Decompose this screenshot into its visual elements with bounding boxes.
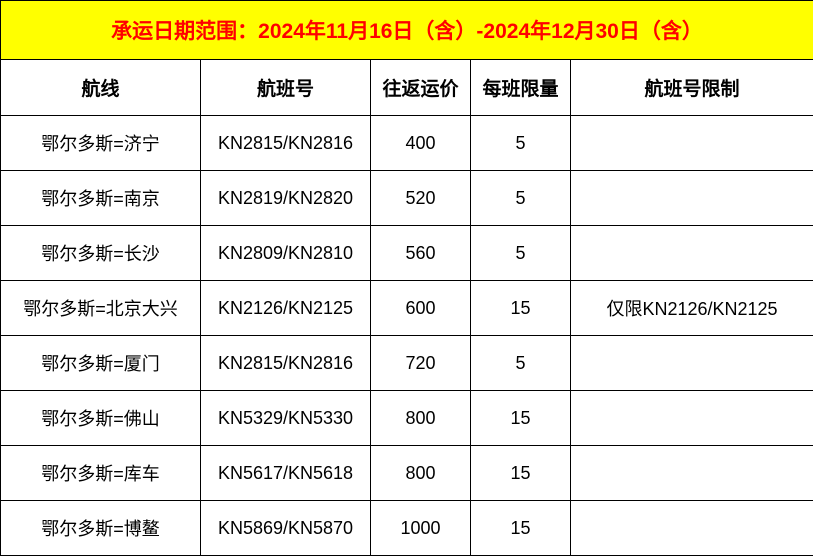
cell-restriction — [571, 391, 813, 446]
cell-price: 1000 — [371, 501, 471, 556]
col-header-restriction: 航班号限制 — [571, 60, 813, 116]
cell-flight: KN2126/KN2125 — [201, 281, 371, 336]
cell-limit: 5 — [471, 116, 571, 171]
cell-route: 鄂尔多斯=佛山 — [1, 391, 201, 446]
cell-limit: 15 — [471, 281, 571, 336]
cell-flight: KN2819/KN2820 — [201, 171, 371, 226]
cell-price: 800 — [371, 446, 471, 501]
cell-route: 鄂尔多斯=南京 — [1, 171, 201, 226]
cell-route: 鄂尔多斯=长沙 — [1, 226, 201, 281]
header-row: 航线 航班号 往返运价 每班限量 航班号限制 — [1, 60, 813, 116]
cell-flight: KN2809/KN2810 — [201, 226, 371, 281]
table-row: 鄂尔多斯=佛山 KN5329/KN5330 800 15 — [1, 391, 813, 446]
table-row: 鄂尔多斯=厦门 KN2815/KN2816 720 5 — [1, 336, 813, 391]
cell-restriction — [571, 336, 813, 391]
cell-price: 800 — [371, 391, 471, 446]
cell-route: 鄂尔多斯=博鳌 — [1, 501, 201, 556]
col-header-flight: 航班号 — [201, 60, 371, 116]
cell-restriction — [571, 446, 813, 501]
table-row: 鄂尔多斯=南京 KN2819/KN2820 520 5 — [1, 171, 813, 226]
cell-limit: 15 — [471, 391, 571, 446]
cell-limit: 15 — [471, 501, 571, 556]
cell-price: 400 — [371, 116, 471, 171]
cell-restriction: 仅限KN2126/KN2125 — [571, 281, 813, 336]
table-body: 鄂尔多斯=济宁 KN2815/KN2816 400 5 鄂尔多斯=南京 KN28… — [1, 116, 813, 556]
cell-flight: KN5329/KN5330 — [201, 391, 371, 446]
date-range-banner: 承运日期范围：2024年11月16日（含）-2024年12月30日（含） — [1, 1, 813, 60]
cell-route: 鄂尔多斯=库车 — [1, 446, 201, 501]
cell-route: 鄂尔多斯=北京大兴 — [1, 281, 201, 336]
col-header-limit: 每班限量 — [471, 60, 571, 116]
cell-restriction — [571, 116, 813, 171]
col-header-route: 航线 — [1, 60, 201, 116]
table-row: 鄂尔多斯=库车 KN5617/KN5618 800 15 — [1, 446, 813, 501]
cell-price: 560 — [371, 226, 471, 281]
table-row: 鄂尔多斯=博鳌 KN5869/KN5870 1000 15 — [1, 501, 813, 556]
cell-flight: KN5617/KN5618 — [201, 446, 371, 501]
cell-limit: 5 — [471, 226, 571, 281]
pricing-table-container: 承运日期范围：2024年11月16日（含）-2024年12月30日（含） 航线 … — [0, 0, 813, 556]
table-row: 鄂尔多斯=济宁 KN2815/KN2816 400 5 — [1, 116, 813, 171]
cell-flight: KN5869/KN5870 — [201, 501, 371, 556]
cell-flight: KN2815/KN2816 — [201, 336, 371, 391]
cell-route: 鄂尔多斯=济宁 — [1, 116, 201, 171]
cell-limit: 15 — [471, 446, 571, 501]
cell-restriction — [571, 501, 813, 556]
banner-row: 承运日期范围：2024年11月16日（含）-2024年12月30日（含） — [1, 1, 813, 60]
cell-price: 600 — [371, 281, 471, 336]
cell-restriction — [571, 226, 813, 281]
cell-restriction — [571, 171, 813, 226]
table-row: 鄂尔多斯=北京大兴 KN2126/KN2125 600 15 仅限KN2126/… — [1, 281, 813, 336]
cell-flight: KN2815/KN2816 — [201, 116, 371, 171]
cell-price: 720 — [371, 336, 471, 391]
cell-price: 520 — [371, 171, 471, 226]
table-row: 鄂尔多斯=长沙 KN2809/KN2810 560 5 — [1, 226, 813, 281]
cell-limit: 5 — [471, 171, 571, 226]
col-header-price: 往返运价 — [371, 60, 471, 116]
cell-limit: 5 — [471, 336, 571, 391]
pricing-table: 承运日期范围：2024年11月16日（含）-2024年12月30日（含） 航线 … — [0, 0, 813, 556]
cell-route: 鄂尔多斯=厦门 — [1, 336, 201, 391]
